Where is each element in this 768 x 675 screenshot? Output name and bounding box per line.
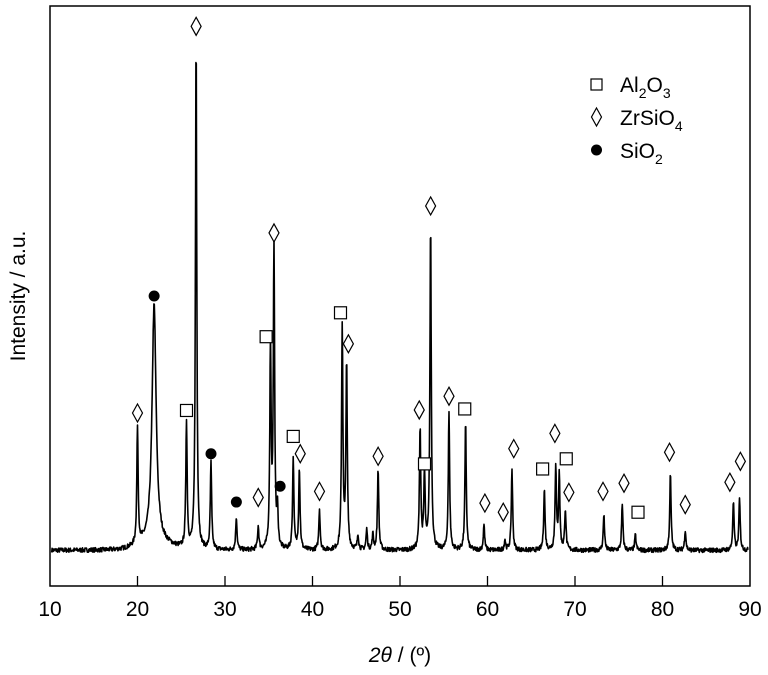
zrsio4-diamond-marker (563, 482, 575, 503)
zrsio4-diamond-marker (443, 385, 455, 407)
x-tick-label: 20 (126, 598, 149, 621)
zrsio4-diamond-marker (549, 423, 561, 444)
x-axis-title: 2θ / (º) (368, 644, 431, 667)
zrsio4-diamond-marker (497, 501, 509, 523)
zrsio4-diamond-marker (424, 195, 437, 217)
zrsio4-diamond-marker (413, 399, 425, 421)
legend: Al2O3 ZrSiO4 SiO2 (590, 74, 683, 167)
legend-label-al2o3: Al2O3 (620, 74, 671, 101)
sio2-circle-marker (205, 448, 217, 460)
al2o3-square-marker (333, 306, 348, 320)
x-tick-label: 50 (388, 598, 411, 621)
x-tick-label: 60 (476, 598, 499, 621)
x-tick-label: 70 (563, 598, 586, 621)
x-tick-label: 80 (651, 598, 674, 621)
xrd-trace (50, 61, 749, 554)
x-tick-label: 40 (301, 598, 324, 621)
sio2-circle-marker (148, 290, 160, 302)
legend-circle-icon (591, 144, 602, 156)
al2o3-square-marker (536, 462, 550, 476)
legend-diamond-icon (590, 106, 603, 128)
al2o3-square-marker (259, 330, 273, 344)
al2o3-square-marker (179, 403, 194, 418)
zrsio4-diamond-marker (724, 471, 736, 493)
zrsio4-diamond-marker (294, 443, 306, 464)
al2o3-square-marker (631, 505, 645, 519)
sio2-circle-marker (274, 480, 286, 492)
x-tick-label: 90 (738, 598, 761, 621)
al2o3-square-marker (559, 452, 573, 466)
zrsio4-diamond-marker (252, 487, 264, 508)
zrsio4-diamond-marker (342, 333, 355, 355)
x-tick-label: 10 (38, 598, 61, 621)
x-ticks (136, 576, 664, 586)
zrsio4-diamond-marker (190, 16, 202, 37)
y-axis-title: Intensity / a.u. (7, 231, 30, 362)
zrsio4-diamond-marker (597, 481, 609, 502)
legend-label-sio2: SiO2 (620, 140, 663, 167)
zrsio4-diamond-marker (131, 402, 144, 424)
zrsio4-diamond-marker (679, 494, 691, 515)
zrsio4-diamond-marker (268, 222, 280, 244)
zrsio4-diamond-marker (734, 451, 747, 472)
sio2-circle-marker (230, 496, 242, 508)
zrsio4-diamond-marker (508, 438, 520, 459)
zrsio4-diamond-marker (618, 472, 630, 494)
al2o3-square-marker (458, 402, 472, 416)
legend-label-zrsio4: ZrSiO4 (620, 107, 683, 134)
zrsio4-diamond-marker (313, 481, 326, 502)
zrsio4-diamond-marker (663, 441, 676, 463)
x-tick-label: 30 (213, 598, 236, 621)
zrsio4-diamond-marker (479, 492, 491, 514)
x-tick-labels: 10 20 30 40 50 60 70 80 90 (38, 598, 761, 621)
al2o3-square-marker (417, 457, 432, 471)
al2o3-square-marker (286, 429, 300, 444)
legend-square-icon (590, 78, 603, 91)
zrsio4-diamond-marker (372, 446, 384, 467)
phase-markers (131, 16, 747, 523)
